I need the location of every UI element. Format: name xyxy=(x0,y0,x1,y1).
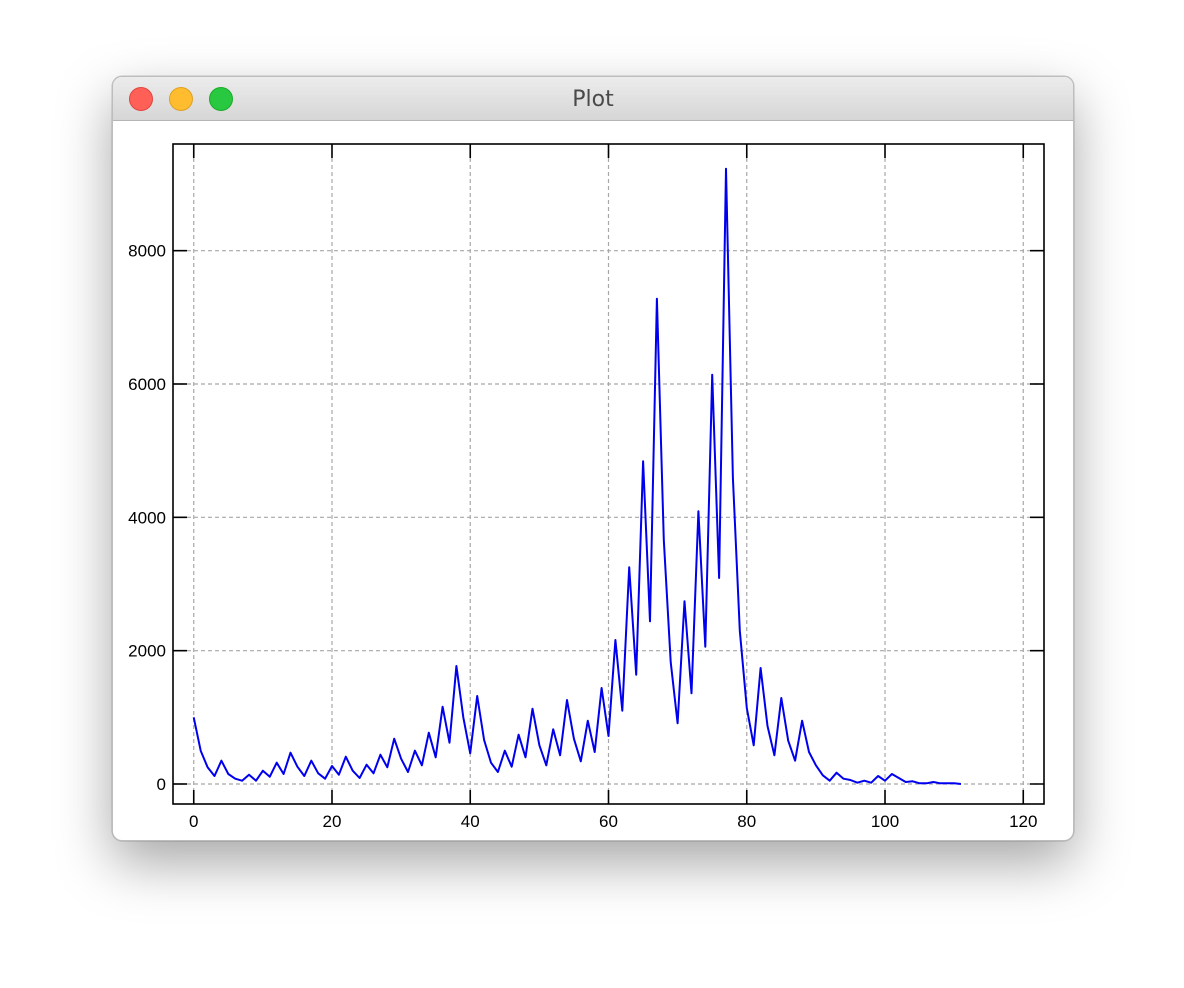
x-tick-label: 40 xyxy=(461,812,480,831)
x-tick-label: 60 xyxy=(599,812,618,831)
plot-window: Plot 0 20 40 60 80 100 120 0 2000 4000 6000 8000 xyxy=(112,76,1074,841)
close-button[interactable] xyxy=(129,87,153,111)
x-tick-label: 100 xyxy=(871,812,899,831)
y-tick-label: 8000 xyxy=(128,242,166,261)
y-tick-label: 2000 xyxy=(128,642,166,661)
line-chart: 0 20 40 60 80 100 120 0 2000 4000 6000 8000 xyxy=(128,143,1045,831)
x-tick-label: 0 xyxy=(189,812,198,831)
x-tick-label: 80 xyxy=(737,812,756,831)
tick-labels: 0 20 40 60 80 100 120 0 2000 4000 6000 8000 xyxy=(128,242,1037,831)
x-tick-label: 120 xyxy=(1009,812,1037,831)
y-tick-label: 6000 xyxy=(128,375,166,394)
grid xyxy=(173,144,1044,804)
axis-ticks xyxy=(173,144,1044,804)
title-bar[interactable]: Plot xyxy=(113,77,1073,121)
zoom-button[interactable] xyxy=(209,87,233,111)
window-title: Plot xyxy=(572,87,614,112)
series-line xyxy=(192,167,962,785)
y-tick-label: 4000 xyxy=(128,508,166,527)
minimize-button[interactable] xyxy=(169,87,193,111)
y-tick-label: 0 xyxy=(157,775,166,794)
x-tick-label: 20 xyxy=(323,812,342,831)
